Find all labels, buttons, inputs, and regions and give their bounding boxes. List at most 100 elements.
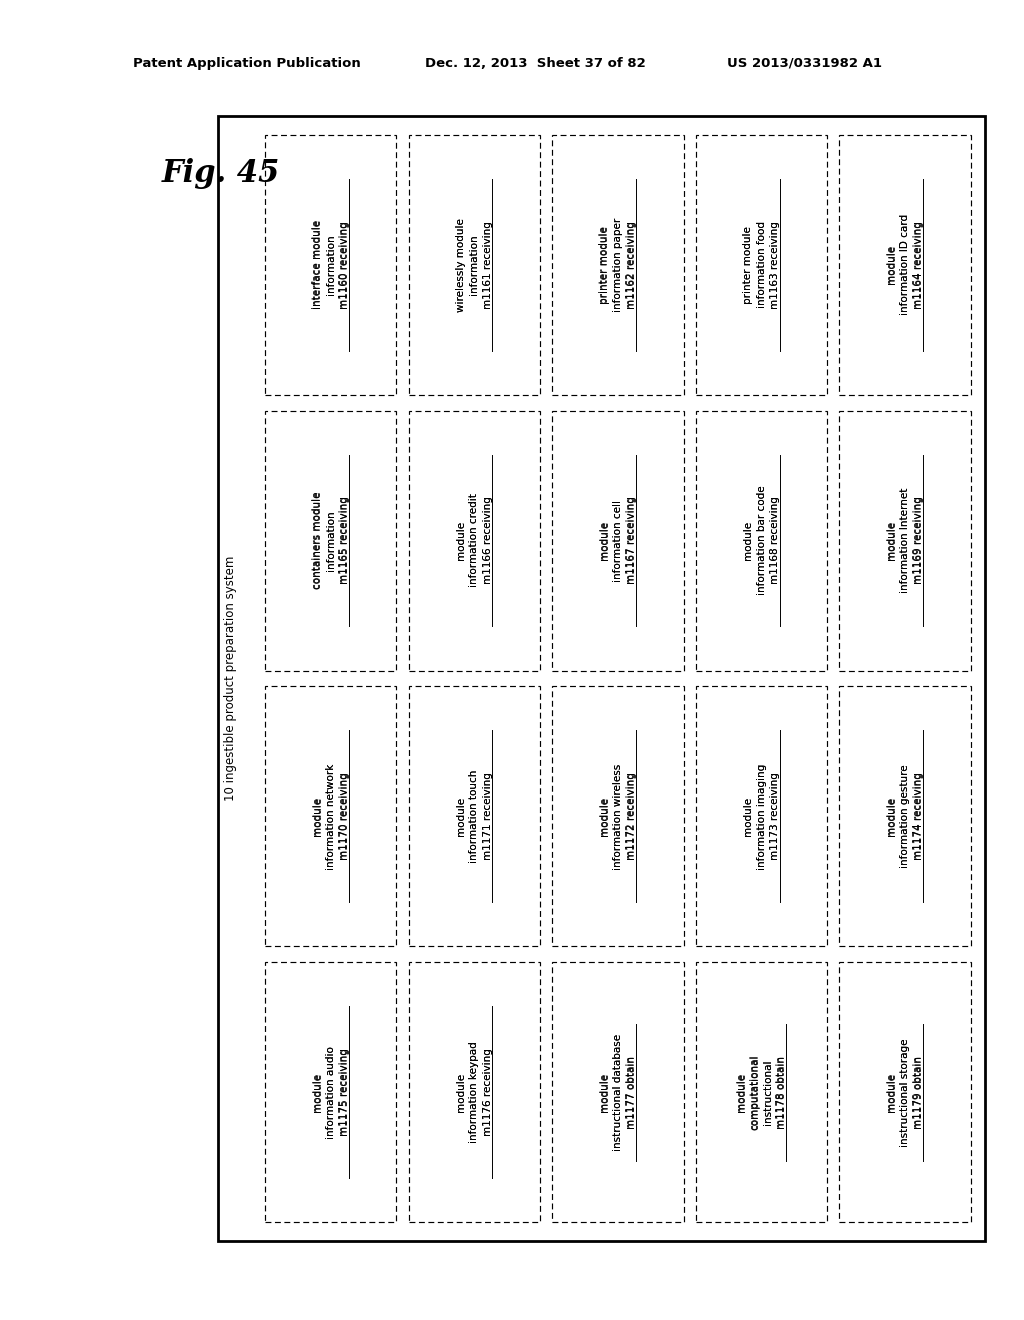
Text: module: module <box>457 521 466 560</box>
Text: m1166 receiving: m1166 receiving <box>482 496 493 585</box>
Text: m1167 receiving: m1167 receiving <box>627 496 637 585</box>
Text: m1177 obtain: m1177 obtain <box>627 1056 637 1129</box>
Bar <box>840 411 971 671</box>
Text: computational: computational <box>750 1055 760 1130</box>
Text: printer module: printer module <box>599 226 609 304</box>
Bar <box>409 962 540 1222</box>
Text: m1170 receiving: m1170 receiving <box>340 772 350 861</box>
Bar <box>409 135 540 395</box>
Text: information: information <box>469 235 479 294</box>
Text: information: information <box>326 511 336 570</box>
Bar <box>265 135 396 395</box>
Bar <box>840 135 971 395</box>
Text: information keypad: information keypad <box>469 1041 479 1143</box>
Text: m1165 receiving: m1165 receiving <box>340 496 350 585</box>
Text: information ID card: information ID card <box>900 214 910 315</box>
Text: m1170 receiving: m1170 receiving <box>339 772 349 861</box>
Text: information Internet: information Internet <box>900 488 910 593</box>
Text: information: information <box>326 511 336 570</box>
Text: m1176 receiving: m1176 receiving <box>482 1048 493 1137</box>
Text: information cell: information cell <box>613 499 623 582</box>
Text: module: module <box>886 521 896 560</box>
Text: interface module: interface module <box>312 220 323 309</box>
Text: m1177 obtain: m1177 obtain <box>627 1056 636 1129</box>
Text: module: module <box>600 797 609 836</box>
Text: information food: information food <box>757 222 767 308</box>
Text: information credit: information credit <box>469 494 479 587</box>
Text: information Internet: information Internet <box>900 488 910 593</box>
Text: Patent Application Publication: Patent Application Publication <box>133 57 360 70</box>
Text: module: module <box>312 797 322 836</box>
Text: wirelessly module: wirelessly module <box>457 218 466 312</box>
Text: information paper: information paper <box>613 218 623 312</box>
Text: information paper: information paper <box>613 218 623 312</box>
Text: module: module <box>743 521 754 560</box>
Text: information food: information food <box>757 222 767 308</box>
Bar <box>696 135 827 395</box>
Text: interface module: interface module <box>312 220 322 309</box>
Text: m1174 receiving: m1174 receiving <box>913 772 924 861</box>
Text: module: module <box>312 1073 322 1111</box>
Text: m1160 receiving: m1160 receiving <box>340 220 350 309</box>
Text: information: information <box>469 235 479 294</box>
Text: information touch: information touch <box>469 770 479 863</box>
Text: module: module <box>887 1073 897 1111</box>
Text: module: module <box>599 797 609 836</box>
Text: m1168 receiving: m1168 receiving <box>770 496 779 585</box>
Text: module: module <box>456 521 466 560</box>
Text: information imaging: information imaging <box>757 763 767 870</box>
Text: m1171 receiving: m1171 receiving <box>482 772 493 861</box>
Text: module: module <box>886 246 896 284</box>
Text: m1175 receiving: m1175 receiving <box>339 1048 349 1137</box>
Text: information network: information network <box>326 763 336 870</box>
Text: m1162 receiving: m1162 receiving <box>627 220 637 309</box>
Text: information touch: information touch <box>469 770 479 863</box>
Text: m1173 receiving: m1173 receiving <box>770 772 779 861</box>
Text: m1164 receiving: m1164 receiving <box>914 220 924 309</box>
Text: information gesture: information gesture <box>900 764 910 869</box>
Text: module: module <box>599 1073 609 1111</box>
Text: m1179 obtain: m1179 obtain <box>914 1056 924 1129</box>
Bar <box>265 962 396 1222</box>
Bar <box>409 411 540 671</box>
Text: information audio: information audio <box>326 1045 336 1139</box>
Text: module: module <box>887 521 897 560</box>
Text: m1163 receiving: m1163 receiving <box>770 220 780 309</box>
Bar <box>696 686 827 946</box>
Text: instructional storage: instructional storage <box>900 1038 910 1147</box>
Text: module: module <box>312 797 323 836</box>
Bar <box>265 411 396 671</box>
Text: instructional database: instructional database <box>613 1034 623 1151</box>
Text: m1175 receiving: m1175 receiving <box>340 1048 350 1137</box>
Text: module: module <box>600 1073 609 1111</box>
Text: m1168 receiving: m1168 receiving <box>770 496 780 585</box>
Text: module: module <box>600 521 609 560</box>
Text: information network: information network <box>326 763 336 870</box>
Text: m1172 receiving: m1172 receiving <box>627 772 636 861</box>
Text: module: module <box>456 797 466 836</box>
Text: information wireless: information wireless <box>613 763 623 870</box>
Bar <box>265 686 396 946</box>
Text: information keypad: information keypad <box>469 1041 479 1143</box>
Text: information audio: information audio <box>326 1045 336 1139</box>
Text: printer module: printer module <box>742 226 753 304</box>
Bar <box>409 686 540 946</box>
Text: module: module <box>457 1073 466 1111</box>
Text: m1169 receiving: m1169 receiving <box>913 496 924 585</box>
Text: module: module <box>457 797 466 836</box>
Text: information cell: information cell <box>613 499 623 582</box>
Text: Fig. 45: Fig. 45 <box>162 158 281 189</box>
Text: information ID card: information ID card <box>900 214 910 315</box>
Text: module: module <box>742 797 753 836</box>
Text: m1173 receiving: m1173 receiving <box>770 772 780 861</box>
Text: module: module <box>456 1073 466 1111</box>
Text: m1165 receiving: m1165 receiving <box>339 496 349 585</box>
Text: information: information <box>326 235 336 294</box>
Text: wirelessly module: wirelessly module <box>456 218 466 312</box>
Text: computational: computational <box>750 1055 760 1130</box>
Bar <box>840 962 971 1222</box>
Text: m1166 receiving: m1166 receiving <box>483 496 494 585</box>
Bar <box>552 135 684 395</box>
Text: m1178 obtain: m1178 obtain <box>777 1056 787 1129</box>
Text: information: information <box>326 235 336 294</box>
